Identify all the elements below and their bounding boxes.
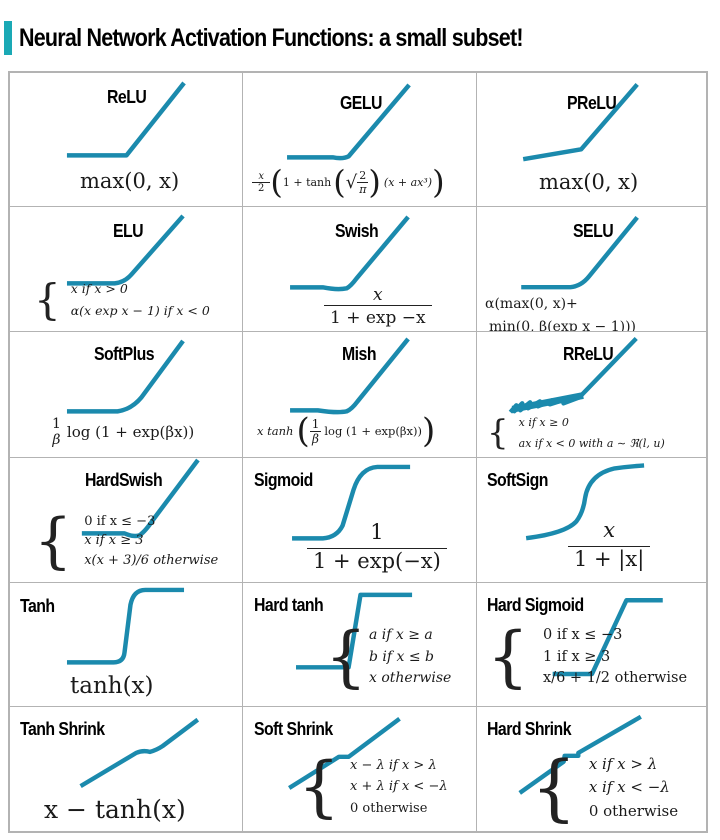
function-name: Hard Shrink (487, 719, 572, 739)
function-name: Swish (335, 221, 379, 241)
title-text: Neural Network Activation Functions: a s… (19, 23, 524, 52)
cell-rrelu: RReLU { x if x ≥ 0 ax if x < 0 with a ∼ … (477, 332, 706, 458)
function-formula: α(max(0, x)+ min(0, β(exp x − 1))) (485, 296, 637, 332)
function-formula: max(0, x) (539, 170, 639, 194)
function-formula: x − tanh(x) (44, 795, 186, 824)
function-name: Hard Sigmoid (487, 595, 584, 615)
function-name: RReLU (563, 344, 614, 364)
cell-hardtanh: Hard tanh { a if x ≥ a b if x ≤ b x othe… (243, 583, 477, 707)
piecewise-formula: { x − λ if x > λ x + λ if x < −λ 0 other… (298, 748, 448, 825)
selu-curve (521, 216, 639, 290)
piecewise-formula: { 0 if x ≤ −3 x if x ≥ 3 x(x + 3)/6 othe… (34, 506, 219, 576)
function-name: Soft Shrink (254, 719, 333, 739)
function-name: Hard tanh (254, 595, 324, 615)
relu-curve (66, 81, 186, 158)
function-formula: tanh(x) (70, 673, 154, 699)
cell-tanh: Tanh tanh(x) (10, 583, 243, 707)
tanhshrink-curve (79, 717, 200, 788)
cell-swish: Swish x 1 + exp −x (243, 207, 477, 332)
function-name: Sigmoid (254, 470, 313, 490)
cell-mish: Mish x tanh ( 1 β log (1 + exp(βx)) ) (243, 332, 477, 458)
softplus-curve (66, 339, 185, 414)
hardtanh-curve (296, 592, 413, 670)
hardswish-curve (81, 458, 200, 539)
cell-selu: SELU α(max(0, x)+ min(0, β(exp x − 1))) (477, 207, 706, 332)
mish-curve (290, 337, 410, 415)
tanh-curve (66, 587, 185, 665)
function-formula: x 1 + exp −x (324, 285, 432, 328)
hardsigmoid-curve (552, 598, 663, 677)
function-formula: 1 β log (1 + exp(βx)) (52, 416, 195, 448)
function-name: SoftPlus (94, 344, 155, 364)
gelu-curve (287, 83, 411, 161)
piecewise-formula: { x if x ≥ 0 ax if x < 0 with a ∼ ℜ(l, u… (487, 412, 665, 453)
function-name: ReLU (107, 87, 147, 107)
cell-softshrink: Soft Shrink { x − λ if x > λ x + λ if x … (243, 707, 477, 831)
cell-softplus: SoftPlus 1 β log (1 + exp(βx)) (10, 332, 243, 458)
hardshrink-curve (518, 714, 642, 795)
function-name: PReLU (567, 93, 617, 113)
cell-prelu: PReLU max(0, x) (477, 73, 706, 207)
swish-curve (290, 215, 410, 292)
function-name: Mish (342, 344, 376, 364)
cell-relu: ReLU max(0, x) (10, 73, 243, 207)
elu-curve (66, 214, 185, 286)
cell-hardsigmoid: Hard Sigmoid { 0 if x ≤ −3 1 if x ≥ 3 x/… (477, 583, 706, 707)
function-name: Tanh (20, 596, 55, 616)
function-name: SoftSign (487, 470, 548, 490)
piecewise-formula: { x if x > 0 α(x exp x − 1) if x < 0 (34, 275, 210, 324)
function-name: Tanh Shrink (20, 719, 105, 739)
sigmoid-curve (292, 464, 411, 541)
softshrink-curve (288, 716, 401, 790)
function-formula: 1 1 + exp(−x) (307, 520, 447, 573)
function-formula: x 1 + |x| (568, 518, 651, 571)
cell-elu: ELU { x if x > 0 α(x exp x − 1) if x < 0 (10, 207, 243, 332)
piecewise-formula: { 0 if x ≤ −3 1 if x ≥ 3 x/6 + 1/2 other… (487, 618, 688, 695)
function-formula: x tanh ( 1 β log (1 + exp(βx)) ) (257, 411, 436, 451)
piecewise-formula: { x if x > λ x if x < −λ 0 otherwise (531, 745, 679, 829)
title-accent-bar (4, 21, 12, 55)
function-name: SELU (573, 221, 614, 241)
function-name: ELU (113, 221, 144, 241)
softsign-curve (525, 463, 645, 541)
cell-softsign: SoftSign x 1 + |x| (477, 458, 706, 583)
prelu-curve (522, 83, 639, 162)
function-name: GELU (340, 93, 382, 113)
cell-hardswish: HardSwish { 0 if x ≤ −3 x if x ≥ 3 x(x +… (10, 458, 243, 583)
cell-tanhshrink: Tanh Shrink x − tanh(x) (10, 707, 243, 831)
function-name: HardSwish (85, 470, 163, 490)
cell-hardshrink: Hard Shrink { x if x > λ x if x < −λ 0 o… (477, 707, 706, 831)
piecewise-formula: { a if x ≥ a b if x ≤ b x otherwise (325, 618, 452, 695)
page-title: Neural Network Activation Functions: a s… (4, 20, 605, 56)
function-formula: max(0, x) (80, 169, 180, 193)
rrelu-curve (508, 336, 638, 414)
cell-sigmoid: Sigmoid 1 1 + exp(−x) (243, 458, 477, 583)
